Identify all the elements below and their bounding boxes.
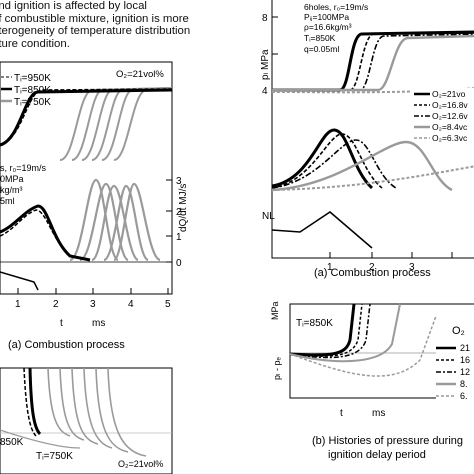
right-param-line: Pᵢⱼ=100MPa <box>304 12 349 22</box>
xtick-2: 2 <box>53 299 59 310</box>
right-lower-frame <box>289 303 474 399</box>
right-lower-ylabel: pₗ - pₑ <box>272 356 282 380</box>
right-heat-dashed <box>271 133 383 189</box>
left-injection-trace <box>0 271 39 291</box>
right-upper-dashed <box>272 32 474 91</box>
right-param-line: ρ=16.6kg/m³ <box>304 22 352 32</box>
right-param-line: 6holes, r₀=19m/s <box>304 2 368 12</box>
right-lower-temp: Tᵢ=850K <box>296 318 333 329</box>
right-upper-dashdot <box>272 33 474 91</box>
right-heat-gray <box>271 140 453 192</box>
ytick-1: 1 <box>176 232 182 243</box>
left-legend: Tᵢ=950K Tᵢ=850K Tᵢ=750K O₂=21vol% <box>1 69 164 108</box>
left-ylabel: dQ/dt MJ/s <box>178 184 189 232</box>
right-legend-o2-8: O₂=8.4vc <box>432 122 468 132</box>
left-o2-label: O₂=21vol% <box>116 69 164 80</box>
left-bottom-black-curve <box>28 367 42 436</box>
right-xtick-2: 2 <box>369 262 375 273</box>
ytick-2: 2 <box>176 207 182 218</box>
lower-legend-6: 6. <box>460 391 468 401</box>
left-heat-black-curve <box>0 204 91 262</box>
right-legend-o2-16: O₂=16.8v <box>432 100 468 110</box>
right-figure: 8 4 pₗ MPa 6holes, r₀=19m/s Pᵢⱼ=100MPa ρ… <box>260 0 474 461</box>
right-injection-trace <box>271 211 373 249</box>
right-upper-solid <box>272 30 474 92</box>
bottom-temp-850: 850K <box>0 437 24 448</box>
right-params: 6holes, r₀=19m/s Pᵢⱼ=100MPa ρ=16.6kg/m³ … <box>304 2 368 54</box>
xtick-5: 5 <box>165 299 171 310</box>
left-heat-gray-curves <box>69 178 161 262</box>
right-caption: (a) Combustion process <box>314 267 431 279</box>
right-ylabel: pₗ MPa <box>260 49 271 80</box>
lower-legend-21: 21 <box>460 343 470 353</box>
right-lower-curves <box>289 303 437 377</box>
right-legend-o2-12: O₂=12.6v <box>432 111 468 121</box>
left-xlabel-ms: ms <box>92 318 105 329</box>
left-params: s, r₀=19m/s 0MPa kg/m³ 5ml <box>0 163 46 206</box>
paragraph-line: of combustible mixture, ignition is more <box>0 12 189 25</box>
left-upper-dashed-curve <box>0 88 173 146</box>
left-caption: (a) Combustion process <box>8 339 125 351</box>
legend-temp-750: Tᵢ=750K <box>14 97 51 108</box>
right-heat-solid <box>271 128 374 190</box>
left-bottom-low-curve <box>0 429 81 449</box>
right-param-line: q=0.05ml <box>304 44 339 54</box>
ytick-0: 0 <box>176 258 182 269</box>
param-line: 0MPa <box>0 174 24 184</box>
right-lower-o2-label: O₂ <box>452 325 465 337</box>
paragraph-line: and ignition is affected by local <box>0 0 147 12</box>
right-xtick-3: 3 <box>409 262 415 273</box>
right-nl-label: NL <box>262 211 275 222</box>
lower-legend-16: 16 <box>460 355 470 365</box>
lower-legend-12: 12 <box>460 367 470 377</box>
right-heat-dashdot <box>271 139 397 189</box>
xtick-3: 3 <box>90 299 96 310</box>
right-lower-legend-bg <box>436 342 474 404</box>
ytick-3: 3 <box>176 176 182 187</box>
xtick-1: 1 <box>15 299 21 310</box>
left-bottom-frame <box>0 367 173 474</box>
paragraph-line: ature condition. <box>0 37 70 50</box>
right-lower-xlabel-t: t <box>340 408 343 419</box>
right-lower-xlabel-ms: ms <box>372 408 385 419</box>
right-legend: O₂=21vo O₂=16.8v O₂=12.6v O₂=8.4vc O₂=6.… <box>412 88 474 146</box>
body-paragraph: and ignition is affected by local of com… <box>0 0 236 50</box>
right-legend-o2-6: O₂=6.3vc <box>432 133 468 143</box>
left-bottom-dashed-curve <box>23 367 37 437</box>
legend-temp-950: Tᵢ=950K <box>14 73 51 84</box>
right-ticks <box>272 16 453 258</box>
xtick-4: 4 <box>128 299 134 310</box>
lower-legend-8: 8. <box>460 379 468 389</box>
right-caption2-line1: (b) Histories of pressure during <box>312 435 463 447</box>
right-legend-o2-21: O₂=21vo <box>432 89 466 99</box>
left-heat-dashed-curve <box>0 209 71 257</box>
right-plot-frame <box>271 0 474 259</box>
left-figure: Tᵢ=950K Tᵢ=850K Tᵢ=750K O₂=21vol% s, r₀=… <box>0 61 189 474</box>
left-plot-frame <box>0 61 173 295</box>
param-line: 5ml <box>0 196 15 206</box>
right-heat-gray-dashed <box>271 165 474 191</box>
legend-temp-850: Tᵢ=850K <box>14 85 51 96</box>
bottom-temp-750: Tᵢ=750K <box>36 451 73 462</box>
left-upper-gray-curves <box>59 87 173 161</box>
param-line: kg/m³ <box>0 185 23 195</box>
right-ytick-4: 4 <box>262 86 268 97</box>
right-lower-ylabel-top: MPa <box>270 301 280 320</box>
bottom-o2-label: O₂=21vol% <box>118 459 163 469</box>
right-param-line: Tᵢ=850K <box>304 33 336 43</box>
right-ytick-8: 8 <box>262 13 268 24</box>
right-caption2-line2: ignition delay period <box>328 449 426 461</box>
right-xtick-1: 1 <box>327 262 333 273</box>
left-xlabel-t: t <box>60 318 63 329</box>
right-upper-gray <box>272 34 474 92</box>
param-line: s, r₀=19m/s <box>0 163 46 173</box>
paragraph-line: eterogeneity of temperature distribution <box>0 25 191 37</box>
right-lower-legend: 21 16 12 8. 6. <box>436 343 470 401</box>
left-bottom-gray-curves <box>47 367 147 457</box>
